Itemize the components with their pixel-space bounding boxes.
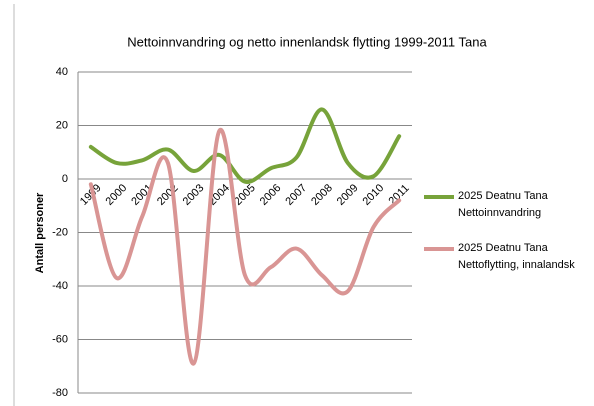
x-tick-label: 2002 xyxy=(155,182,181,208)
x-tick-label: 2006 xyxy=(258,182,284,208)
y-tick-label: -80 xyxy=(52,387,68,399)
y-tick-label: -20 xyxy=(52,226,68,238)
y-axis-label: Antall personer xyxy=(34,192,46,273)
series-line xyxy=(88,107,402,184)
legend-swatch xyxy=(424,195,454,199)
series-line xyxy=(88,127,402,366)
legend-swatch xyxy=(424,247,454,251)
x-tick-label: 2010 xyxy=(360,182,386,208)
legend-item: 2025 Deatnu Tana Nettoinnvandring xyxy=(424,188,584,222)
chart-title: Nettoinnvandring og netto innenlandsk fl… xyxy=(127,34,487,49)
legend-label: 2025 Deatnu Tana Nettoflytting, innaland… xyxy=(458,242,575,271)
x-tick-label: 2008 xyxy=(309,182,335,208)
x-tick-label: 2007 xyxy=(283,182,309,208)
x-tick-label: 2000 xyxy=(104,182,130,208)
y-tick-label: 20 xyxy=(56,119,68,131)
x-tick-label: 2003 xyxy=(181,182,207,208)
y-tick-label: 40 xyxy=(56,66,68,78)
x-tick-label: 2009 xyxy=(335,182,361,208)
legend-item: 2025 Deatnu Tana Nettoflytting, innaland… xyxy=(424,240,584,274)
y-tick-label: -60 xyxy=(52,333,68,345)
y-tick-label: 0 xyxy=(62,173,68,185)
legend-label: 2025 Deatnu Tana Nettoinnvandring xyxy=(458,190,548,219)
y-tick-label: -40 xyxy=(52,280,68,292)
x-tick-label: 2011 xyxy=(386,182,411,207)
